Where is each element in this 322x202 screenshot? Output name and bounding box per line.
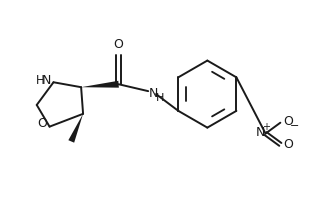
- Text: +: +: [262, 122, 270, 132]
- Text: N: N: [42, 74, 51, 87]
- Text: N: N: [148, 87, 158, 100]
- Text: O: O: [283, 115, 293, 128]
- Text: H: H: [36, 74, 45, 87]
- Text: −: −: [289, 121, 299, 131]
- Text: O: O: [38, 117, 48, 130]
- Text: N: N: [256, 126, 265, 139]
- Text: O: O: [283, 138, 293, 151]
- Text: O: O: [114, 38, 124, 51]
- Text: H: H: [156, 93, 164, 103]
- Polygon shape: [81, 81, 119, 88]
- Polygon shape: [68, 114, 83, 143]
